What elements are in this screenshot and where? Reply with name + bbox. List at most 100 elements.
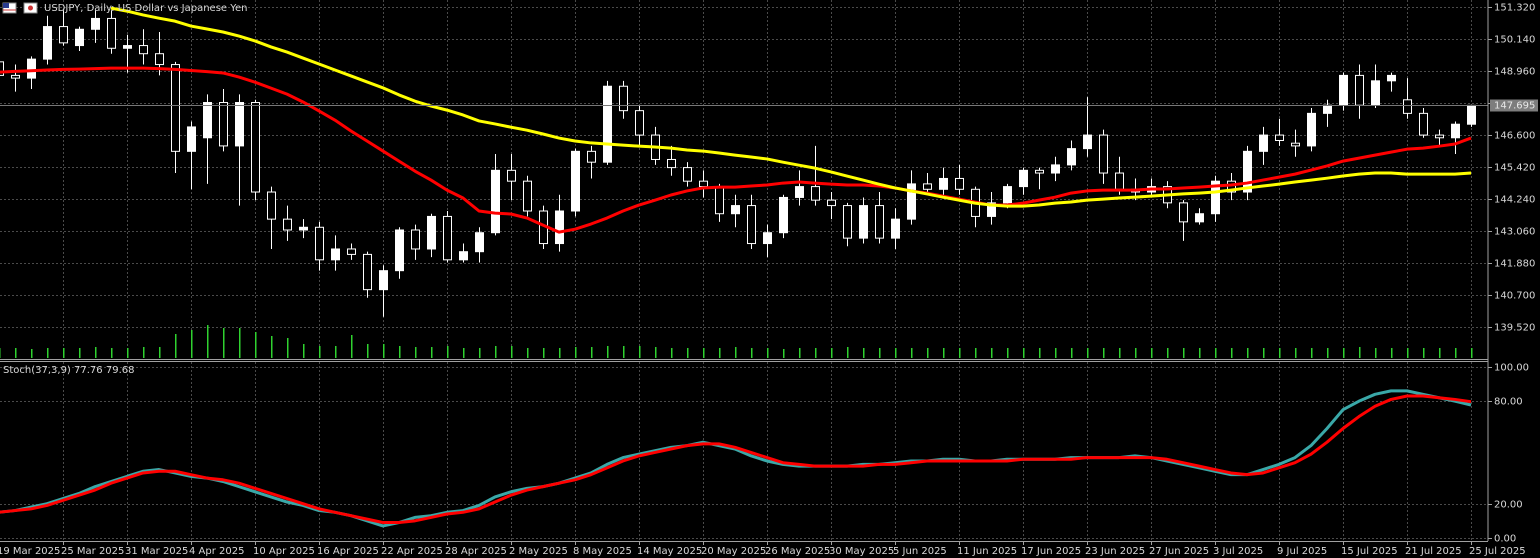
- candle-body: [603, 85, 612, 163]
- candle-body: [363, 253, 372, 291]
- indicator-signal-value: 79.68: [106, 365, 135, 376]
- volume-bar: [895, 348, 897, 358]
- oscillator-line: [0, 394, 1472, 525]
- volume-bar: [303, 344, 305, 358]
- y-tick-label: 139.520: [1494, 323, 1535, 334]
- x-tick-label: 9 Jul 2025: [1277, 546, 1327, 557]
- volume-bar: [1295, 348, 1297, 358]
- candle-body: [1243, 150, 1252, 193]
- volume-bar: [735, 347, 737, 358]
- candle-body: [715, 186, 724, 215]
- x-tick-label: 28 Apr 2025: [445, 546, 507, 557]
- x-tick-label: 5 Jun 2025: [893, 546, 947, 557]
- candle-body: [1339, 74, 1348, 106]
- volume-bar: [975, 348, 977, 358]
- candle-body: [0, 61, 4, 76]
- volume-bar: [511, 346, 513, 358]
- volume-bar: [463, 348, 465, 358]
- volume-bar: [399, 346, 401, 358]
- y-tick-label: 151.320: [1494, 3, 1535, 14]
- volume-bar: [1007, 348, 1009, 358]
- volume-bar: [1151, 348, 1153, 358]
- candle-body: [667, 158, 676, 169]
- y-tick-label: 148.960: [1494, 67, 1535, 78]
- candle-body: [571, 150, 580, 212]
- candle-body: [1403, 99, 1412, 114]
- candle-layer: [0, 10, 1476, 317]
- candle-body: [1275, 134, 1284, 141]
- volume-bar: [239, 328, 241, 358]
- y-tick-label: 0.00: [1494, 534, 1516, 545]
- candle-body: [1083, 134, 1092, 150]
- volume-bar: [335, 346, 337, 358]
- volume-bar: [1407, 348, 1409, 358]
- volume-bar: [415, 347, 417, 358]
- candle-body: [267, 191, 276, 220]
- moving-average-line: [110, 6, 1472, 208]
- candle-body: [923, 183, 932, 190]
- volume-bar: [207, 325, 209, 358]
- y-tick-label: 140.700: [1494, 291, 1535, 302]
- volume-bar: [1311, 348, 1313, 358]
- candle-body: [1307, 112, 1316, 147]
- volume-bar: [751, 348, 753, 358]
- candle-body: [843, 205, 852, 239]
- candle-body: [1451, 123, 1460, 139]
- y-tick-label: 150.140: [1494, 35, 1535, 46]
- volume-bar: [687, 348, 689, 358]
- candle-body: [251, 102, 260, 193]
- candle-body: [1419, 112, 1428, 136]
- volume-bar: [591, 347, 593, 358]
- candle-body: [507, 169, 516, 182]
- candle-body: [779, 196, 788, 234]
- volume-bar: [271, 336, 273, 358]
- volume-bar: [1167, 348, 1169, 358]
- candle-body: [75, 28, 84, 47]
- volume-bar: [1039, 348, 1041, 358]
- y-tick-label: 80.00: [1494, 397, 1523, 408]
- x-tick-label: 16 Apr 2025: [317, 546, 379, 557]
- candle-body: [11, 74, 20, 79]
- candle-body: [1355, 74, 1364, 106]
- candle-body: [1003, 186, 1012, 204]
- candle-body: [619, 85, 628, 112]
- volume-bar: [383, 344, 385, 358]
- candle-body: [1035, 169, 1044, 174]
- candle-body: [1323, 104, 1332, 114]
- volume-bar: [655, 347, 657, 358]
- volume-bar: [639, 346, 641, 358]
- x-tick-label: 14 May 2025: [637, 546, 702, 557]
- candle-body: [27, 58, 36, 79]
- candle-body: [379, 270, 388, 291]
- volume-bar: [1215, 348, 1217, 358]
- candle-body: [1051, 164, 1060, 174]
- candle-body: [411, 229, 420, 250]
- volume-bar: [1391, 348, 1393, 358]
- volume-bar: [223, 328, 225, 358]
- candle-body: [1467, 104, 1476, 125]
- indicator-main-value: 77.76: [74, 365, 103, 376]
- candle-body: [1179, 202, 1188, 223]
- volume-bar: [559, 348, 561, 358]
- candle-body: [107, 17, 116, 49]
- candle-body: [1435, 134, 1444, 139]
- candle-body: [187, 126, 196, 152]
- volume-bar: [1231, 348, 1233, 358]
- volume-bar: [911, 348, 913, 358]
- y-tick-label: 20.00: [1494, 500, 1523, 511]
- candle-body: [283, 218, 292, 231]
- y-tick-label: 143.060: [1494, 227, 1535, 238]
- volume-bar: [623, 346, 625, 358]
- stoch-layer: [0, 389, 1472, 528]
- volume-bar: [159, 347, 161, 358]
- candle-body: [907, 183, 916, 220]
- volume-bar: [671, 348, 673, 358]
- symbol-icons: [2, 2, 38, 14]
- volume-bar: [1375, 348, 1377, 358]
- x-tick-label: 25 Jul 2025: [1469, 546, 1526, 557]
- x-tick-label: 15 Jul 2025: [1341, 546, 1398, 557]
- candle-body: [43, 26, 52, 60]
